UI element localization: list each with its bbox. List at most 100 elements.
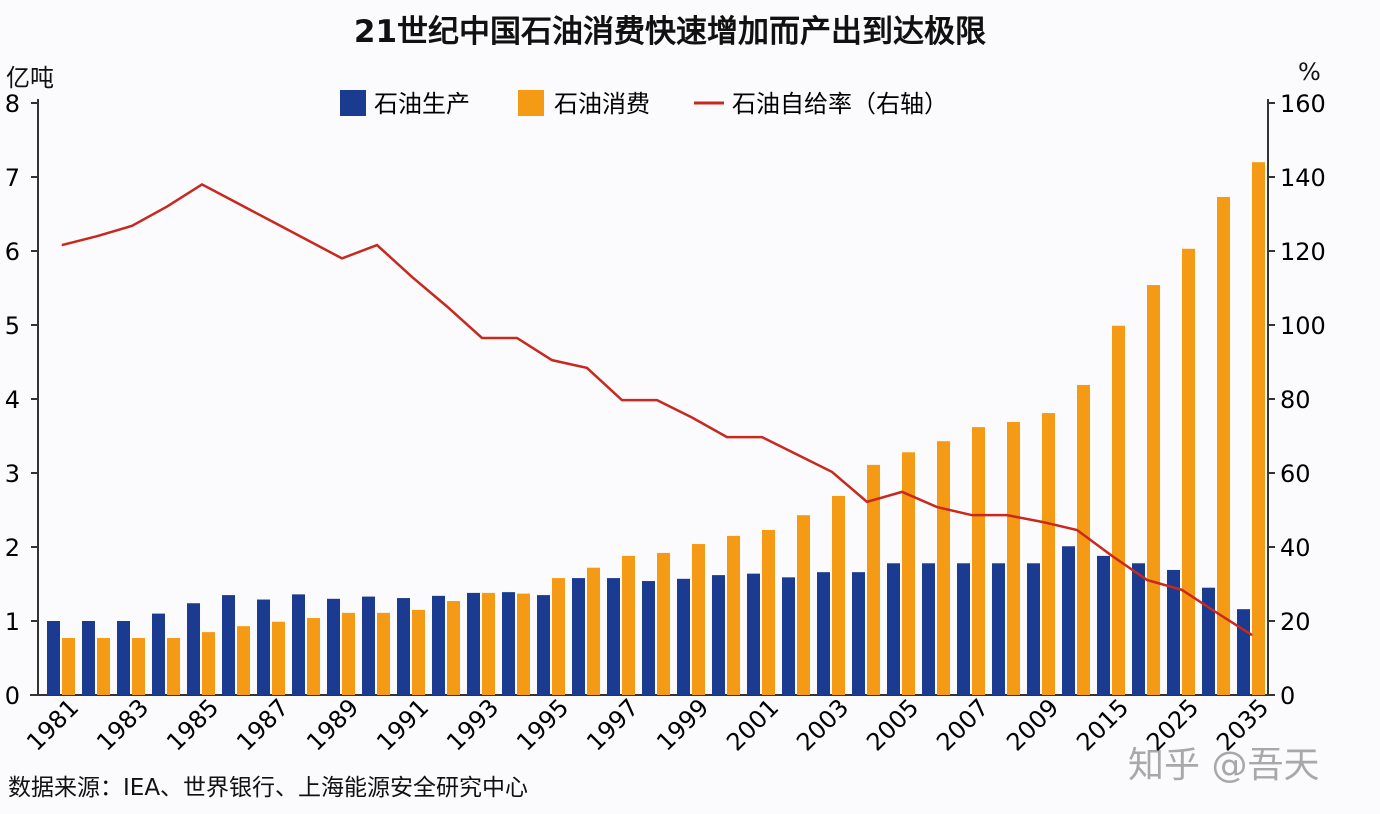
production-bar (467, 592, 480, 695)
right-tick-label: 100 (1280, 312, 1326, 340)
production-bar (817, 572, 830, 695)
watermark: 知乎 @吾天 (1128, 745, 1320, 786)
left-tick-label: 6 (5, 238, 20, 266)
production-bar (1062, 546, 1075, 695)
consumption-bar (517, 593, 530, 695)
production-bar (432, 595, 445, 695)
x-tick-label: 1981 (21, 693, 84, 756)
self-sufficiency-point (1181, 589, 1183, 591)
production-bar (992, 563, 1005, 695)
self-sufficiency-point (726, 436, 728, 438)
legend-label-production: 石油生产 (374, 90, 470, 118)
self-sufficiency-point (131, 225, 133, 227)
production-bar (572, 578, 585, 695)
production-bar (1237, 609, 1250, 695)
x-tick-label: 1989 (301, 693, 364, 756)
self-sufficiency-point (691, 417, 693, 418)
production-bar (957, 563, 970, 695)
left-tick-label: 2 (5, 534, 20, 562)
consumption-bar (972, 427, 985, 695)
x-tick-label: 1983 (91, 693, 154, 756)
x-tick-label: 1993 (441, 693, 504, 756)
self-sufficiency-point (796, 454, 798, 455)
left-axis-label: 亿吨 (6, 64, 54, 92)
self-sufficiency-point (481, 337, 483, 339)
production-bar (1132, 563, 1145, 695)
production-bar (607, 578, 620, 695)
self-sufficiency-point (516, 337, 518, 339)
production-bar (222, 595, 235, 695)
consumption-bar (1077, 384, 1090, 695)
self-sufficiency-point (236, 202, 238, 204)
self-sufficiency-point (971, 514, 973, 516)
legend-swatch-production (340, 90, 366, 116)
production-bar (292, 594, 305, 695)
production-bar (922, 563, 935, 695)
production-bar (887, 563, 900, 695)
production-bar (642, 581, 655, 695)
self-sufficiency-point (61, 244, 63, 246)
production-bar (187, 603, 200, 695)
consumption-bar (1182, 248, 1195, 695)
self-sufficiency-point (621, 399, 623, 401)
self-sufficiency-point (1146, 579, 1148, 581)
right-tick-label: 120 (1280, 238, 1326, 266)
self-sufficiency-point (166, 206, 168, 208)
right-tick-label: 20 (1280, 608, 1311, 636)
consumption-bar (412, 609, 425, 695)
production-bar (677, 578, 690, 695)
x-tick-label: 1999 (651, 693, 714, 756)
right-tick-label: 140 (1280, 164, 1326, 192)
x-tick-label: 1985 (161, 693, 224, 756)
production-bar (152, 613, 165, 695)
consumption-bar (132, 638, 145, 695)
consumption-bar (657, 552, 670, 695)
x-tick-label: 2035 (1211, 693, 1274, 756)
legend-label-consumption: 石油消费 (554, 90, 650, 118)
self-sufficiency-point (1111, 555, 1113, 557)
consumption-bar (482, 592, 495, 695)
x-tick-label: 1995 (511, 693, 574, 756)
self-sufficiency-point (1006, 514, 1008, 516)
consumption-bar (622, 555, 635, 695)
consumption-bar (832, 495, 845, 695)
consumption-bar (62, 638, 75, 695)
self-sufficiency-point (271, 220, 273, 222)
consumption-bar (97, 638, 110, 695)
left-tick-label: 5 (5, 312, 20, 340)
production-bar (852, 572, 865, 695)
left-tick-label: 7 (5, 164, 20, 192)
right-tick-label: 40 (1280, 534, 1311, 562)
self-sufficiency-point (1216, 612, 1218, 614)
consumption-bar (1217, 196, 1230, 696)
production-bar (1027, 563, 1040, 695)
consumption-bar (797, 515, 810, 695)
self-sufficiency-point (656, 399, 658, 401)
self-sufficiency-point (551, 359, 553, 361)
production-bar (82, 621, 95, 695)
x-tick-label: 2005 (861, 693, 924, 756)
consumption-bar (237, 626, 250, 695)
self-sufficiency-point (341, 257, 343, 259)
self-sufficiency-point (936, 506, 938, 508)
consumption-bar (937, 441, 950, 695)
left-tick-label: 0 (5, 682, 20, 710)
self-sufficiency-point (411, 276, 413, 278)
x-tick-label: 2025 (1141, 693, 1204, 756)
self-sufficiency-point (831, 471, 833, 473)
legend-label-ratio: 石油自给率（右轴） (732, 90, 948, 118)
production-bar (397, 598, 410, 695)
right-tick-label: 0 (1280, 682, 1295, 710)
self-sufficiency-point (901, 491, 903, 493)
self-sufficiency-point (1041, 521, 1043, 523)
left-tick-label: 4 (5, 386, 20, 414)
self-sufficiency-point (1076, 529, 1078, 531)
self-sufficiency-point (446, 306, 448, 307)
consumption-bar (867, 464, 880, 695)
left-tick-label: 1 (5, 608, 20, 636)
consumption-bar (307, 618, 320, 695)
consumption-bar (1112, 325, 1125, 695)
production-bar (1202, 587, 1215, 695)
consumption-bar (727, 535, 740, 695)
right-tick-label: 60 (1280, 460, 1311, 488)
